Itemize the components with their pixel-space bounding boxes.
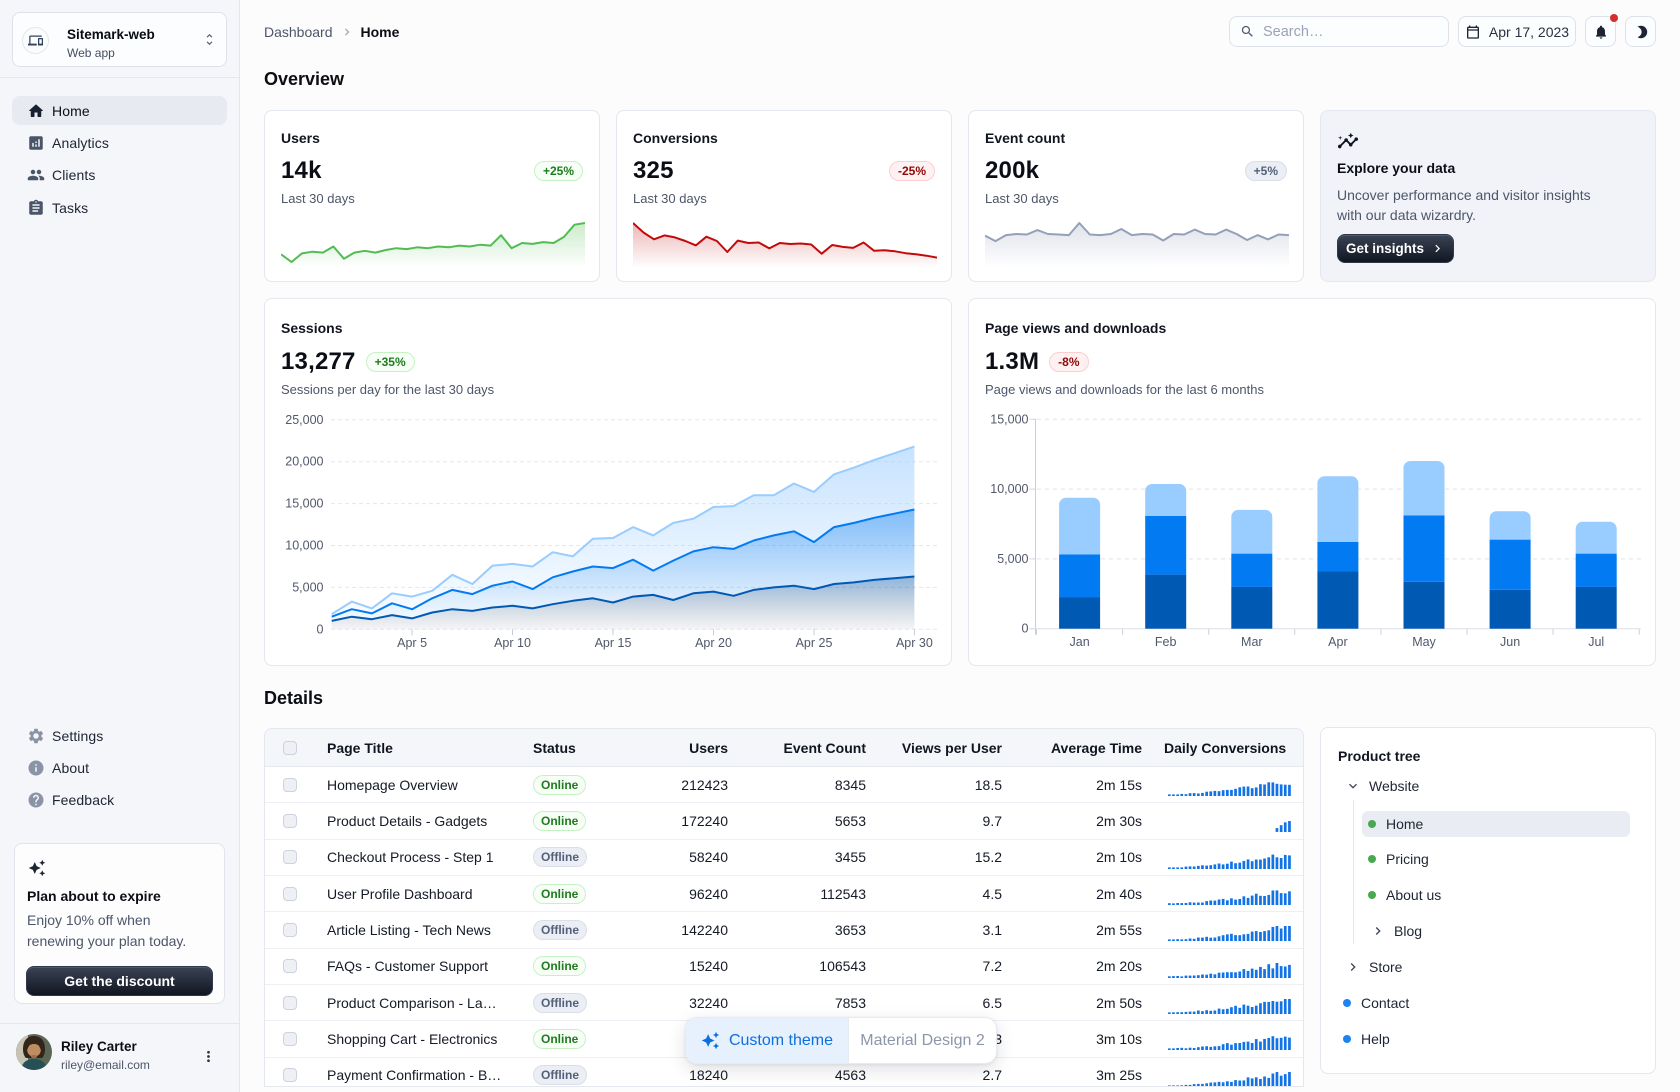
svg-text:May: May: [1412, 635, 1436, 649]
svg-text:Jun: Jun: [1500, 635, 1520, 649]
svg-text:Jul: Jul: [1588, 635, 1604, 649]
svg-text:5,000: 5,000: [292, 580, 323, 594]
svg-text:10,000: 10,000: [990, 482, 1028, 496]
svg-text:15,000: 15,000: [285, 497, 323, 511]
svg-text:Mar: Mar: [1241, 635, 1263, 649]
svg-text:0: 0: [1022, 622, 1029, 636]
svg-text:0: 0: [317, 622, 324, 636]
svg-text:Apr 30: Apr 30: [896, 636, 933, 650]
svg-text:10,000: 10,000: [285, 539, 323, 553]
svg-text:Apr 20: Apr 20: [695, 636, 732, 650]
svg-text:Feb: Feb: [1155, 635, 1177, 649]
svg-text:Apr 10: Apr 10: [494, 636, 531, 650]
svg-text:Apr 5: Apr 5: [397, 636, 427, 650]
svg-text:Jan: Jan: [1070, 635, 1090, 649]
svg-text:15,000: 15,000: [990, 412, 1028, 426]
svg-text:Apr: Apr: [1328, 635, 1347, 649]
svg-text:Apr 25: Apr 25: [796, 636, 833, 650]
svg-text:Apr 15: Apr 15: [595, 636, 632, 650]
svg-text:5,000: 5,000: [997, 552, 1028, 566]
svg-text:25,000: 25,000: [285, 413, 323, 427]
svg-text:20,000: 20,000: [285, 455, 323, 469]
